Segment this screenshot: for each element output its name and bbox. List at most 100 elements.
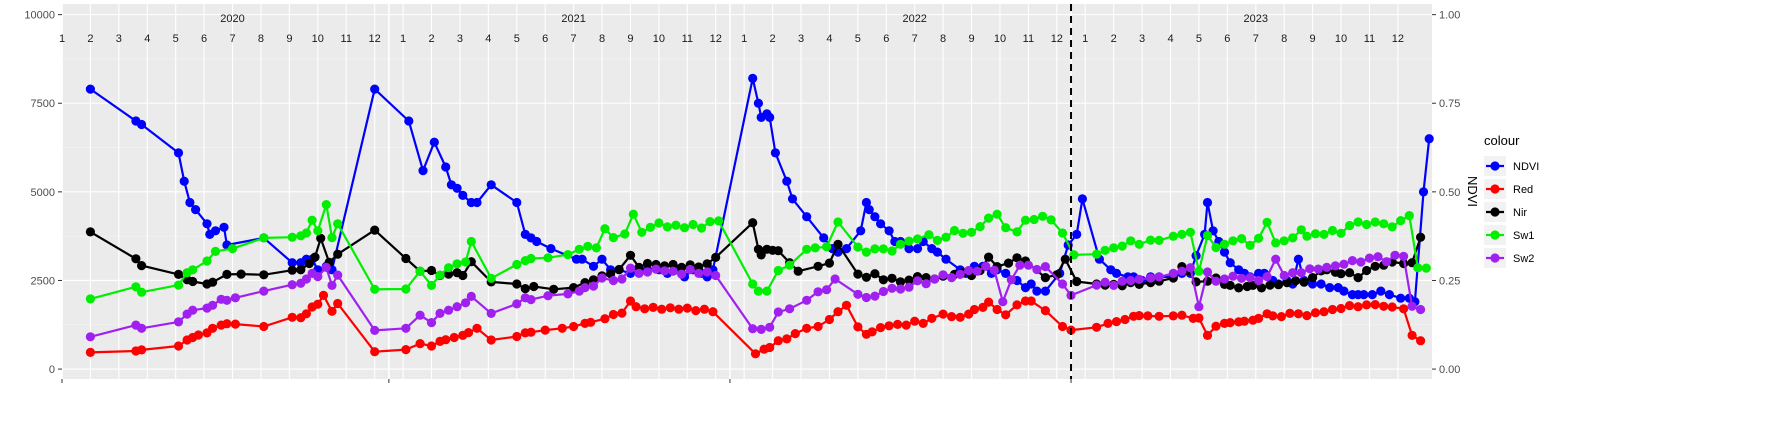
- data-point: [1211, 242, 1221, 253]
- data-point: [861, 272, 872, 282]
- data-point: [1387, 302, 1397, 312]
- data-point: [773, 307, 783, 317]
- data-point: [1234, 283, 1244, 293]
- month-label: 2: [1111, 33, 1117, 45]
- data-point: [1367, 290, 1377, 300]
- data-point: [1308, 279, 1318, 289]
- right-tick-label: 1.00: [1439, 10, 1460, 22]
- data-point: [1296, 268, 1306, 278]
- month-label: 10: [653, 33, 665, 45]
- data-point: [702, 267, 712, 277]
- data-point: [1117, 241, 1127, 251]
- data-point: [1225, 318, 1235, 328]
- data-point: [259, 270, 269, 280]
- left-tick-label: 7500: [31, 98, 55, 110]
- data-point: [1228, 236, 1238, 246]
- data-point: [617, 308, 627, 318]
- data-point: [1265, 280, 1275, 290]
- data-point: [1364, 253, 1375, 263]
- data-point: [202, 256, 212, 266]
- left-tick-label: 2500: [31, 275, 55, 287]
- data-point: [333, 249, 343, 259]
- data-point: [486, 273, 496, 283]
- data-point: [853, 322, 863, 332]
- data-point: [802, 295, 812, 305]
- month-label: 12: [1051, 33, 1063, 45]
- data-point: [333, 270, 343, 280]
- data-point: [753, 98, 764, 108]
- data-point: [449, 332, 459, 343]
- data-point: [1308, 273, 1318, 283]
- data-point: [1316, 279, 1326, 289]
- data-point: [1271, 238, 1281, 248]
- month-label: 9: [286, 33, 292, 45]
- data-point: [861, 247, 872, 257]
- data-point: [452, 259, 462, 269]
- data-point: [802, 244, 812, 254]
- data-point: [853, 289, 863, 299]
- data-point: [984, 252, 994, 262]
- data-point: [1194, 302, 1204, 312]
- data-point: [1012, 300, 1022, 310]
- data-point: [1168, 268, 1178, 278]
- data-point: [1390, 250, 1400, 260]
- data-point: [1100, 277, 1110, 287]
- data-point: [1362, 300, 1372, 310]
- data-point: [637, 227, 647, 237]
- data-point: [1111, 317, 1122, 327]
- data-point: [617, 274, 627, 284]
- data-point: [208, 323, 218, 333]
- data-point: [543, 253, 553, 263]
- data-point: [1256, 283, 1267, 293]
- data-point: [1302, 311, 1312, 321]
- data-point: [918, 318, 928, 328]
- data-point: [1032, 264, 1042, 275]
- data-point: [989, 265, 999, 275]
- month-label: 4: [485, 33, 491, 45]
- data-point: [878, 275, 889, 285]
- data-point: [1282, 278, 1292, 288]
- data-point: [526, 295, 536, 305]
- data-point: [310, 252, 320, 262]
- data-point: [1177, 266, 1187, 276]
- data-point: [964, 265, 974, 276]
- data-point: [969, 304, 980, 315]
- data-point: [1330, 261, 1340, 271]
- data-point: [444, 269, 454, 279]
- data-point: [321, 200, 331, 210]
- right-tick-label: 0.50: [1439, 187, 1460, 199]
- data-point: [861, 197, 872, 208]
- data-point: [921, 279, 931, 289]
- data-point: [1296, 225, 1306, 235]
- data-point: [1126, 236, 1136, 246]
- data-point: [236, 269, 246, 279]
- data-point: [1336, 269, 1346, 279]
- month-label: 10: [312, 33, 324, 45]
- right-axis-title: NDVI: [1465, 176, 1480, 207]
- data-point: [884, 321, 894, 331]
- data-point: [833, 239, 843, 249]
- data-point: [563, 289, 573, 299]
- data-point: [1057, 279, 1068, 289]
- data-point: [401, 323, 411, 333]
- data-point: [1038, 211, 1048, 221]
- data-point: [955, 269, 965, 279]
- data-point: [210, 246, 221, 256]
- data-point: [841, 300, 852, 310]
- data-point: [1407, 330, 1417, 340]
- data-point: [1168, 231, 1178, 241]
- data-point: [586, 317, 596, 327]
- data-point: [938, 270, 948, 280]
- data-point: [1276, 312, 1286, 322]
- data-point: [1111, 268, 1122, 278]
- data-point: [1353, 302, 1363, 312]
- data-point: [1268, 311, 1278, 321]
- data-point: [765, 112, 775, 122]
- data-point: [802, 212, 812, 222]
- data-point: [287, 232, 297, 242]
- data-point: [861, 292, 872, 303]
- data-point: [444, 263, 454, 273]
- month-label: 10: [994, 33, 1006, 45]
- data-point: [674, 304, 684, 314]
- data-point: [227, 244, 238, 254]
